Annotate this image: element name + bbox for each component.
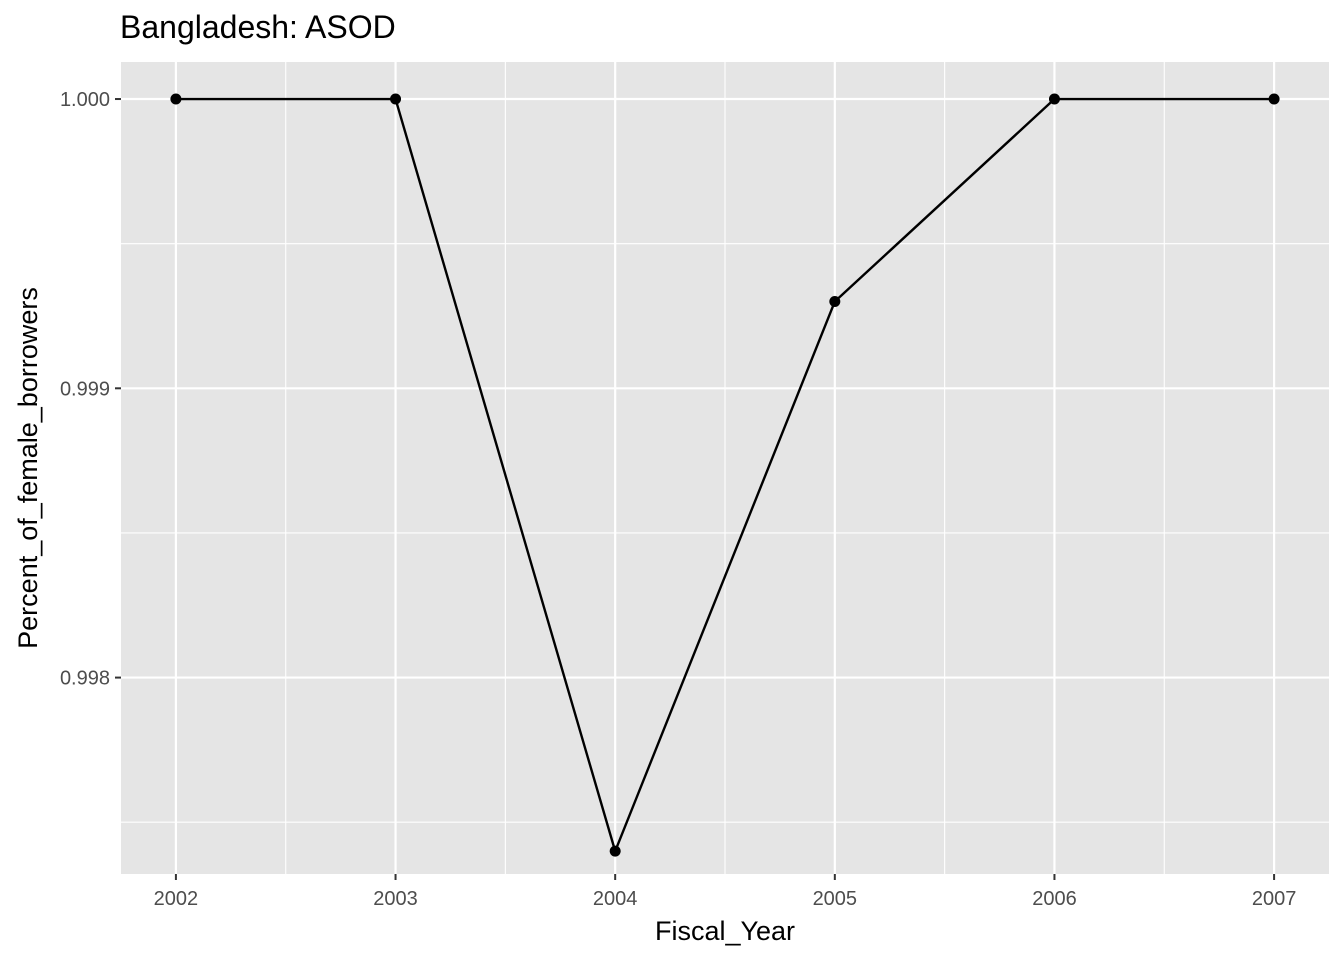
y-axis-title: Percent_of_female_borrowers <box>13 287 43 649</box>
major-gridlines <box>121 62 1329 874</box>
data-point <box>1268 93 1280 105</box>
data-point <box>829 296 841 308</box>
series-line-group <box>175 97 1275 853</box>
x-tick-label: 2003 <box>373 888 418 910</box>
data-point <box>390 93 402 105</box>
chart-title: Bangladesh: ASOD <box>120 9 396 45</box>
x-tick-label: 2007 <box>1252 888 1297 910</box>
y-axis: 0.998 0.999 1.000 <box>60 89 121 690</box>
series-line <box>175 97 1275 853</box>
x-axis-title: Fiscal_Year <box>655 916 795 946</box>
data-point <box>609 845 621 857</box>
data-point <box>1048 93 1060 105</box>
x-tick-label: 2006 <box>1032 888 1077 910</box>
x-axis: 2002 2003 2004 2005 2006 2007 <box>154 874 1297 910</box>
x-tick-label: 2005 <box>813 888 858 910</box>
x-tick-label: 2002 <box>154 888 199 910</box>
minor-gridlines <box>121 62 1329 874</box>
data-points <box>170 93 1280 857</box>
x-tick-label: 2004 <box>593 888 638 910</box>
y-tick-label: 0.998 <box>60 668 110 690</box>
y-tick-label: 0.999 <box>60 378 110 400</box>
data-point <box>170 93 182 105</box>
y-tick-label: 1.000 <box>60 89 110 111</box>
